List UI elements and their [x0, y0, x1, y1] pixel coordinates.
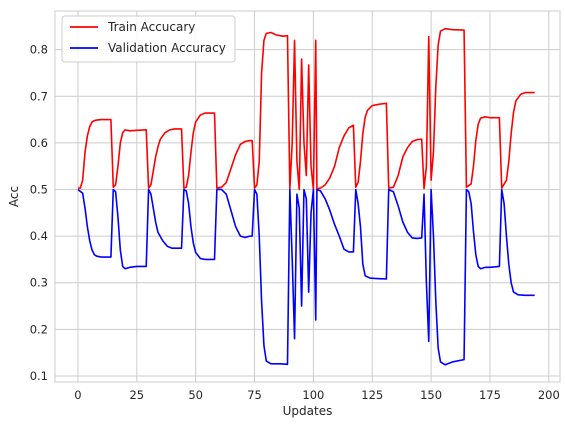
x-tick-label: 50 [188, 388, 203, 402]
series-line-train-accucary [77, 27, 535, 191]
series-line-validation-accuracy [77, 188, 535, 366]
plot-frame [54, 10, 561, 383]
legend-label-train-accucary: Train Accucary [107, 20, 195, 34]
y-tick-label: 0.8 [30, 43, 48, 57]
x-tick-label: 175 [479, 388, 501, 402]
legend-label-validation-accuracy: Validation Accuracy [108, 41, 226, 55]
x-tick-label: 0 [74, 388, 81, 402]
x-axis-label: Updates [283, 404, 333, 418]
x-tick-label: 200 [538, 388, 560, 402]
x-tick-labels: 0 25 50 75 100 125 150 175 200 [74, 388, 560, 402]
x-tick-label: 100 [302, 388, 324, 402]
x-tick-label: 75 [247, 388, 262, 402]
y-tick-label: 0.1 [30, 369, 48, 383]
plot-background [55, 11, 560, 382]
y-tick-label: 0.3 [30, 276, 48, 290]
y-tick-label: 0.6 [30, 136, 48, 150]
x-tick-label: 25 [129, 388, 144, 402]
x-tick-label: 125 [361, 388, 383, 402]
legend: Train Accucary Validation Accuracy [61, 15, 236, 63]
y-axis-label: Acc [7, 186, 21, 207]
y-tick-label: 0.4 [30, 229, 48, 243]
y-tick-label: 0.5 [30, 183, 48, 197]
y-tick-label: 0.2 [30, 322, 48, 336]
x-tick-label: 150 [420, 388, 442, 402]
legend-box [61, 15, 236, 63]
y-tick-label: 0.7 [30, 89, 48, 103]
y-tick-labels: 0.1 0.2 0.3 0.4 0.5 0.6 0.7 0.8 [30, 43, 48, 383]
series-lines [77, 27, 535, 366]
